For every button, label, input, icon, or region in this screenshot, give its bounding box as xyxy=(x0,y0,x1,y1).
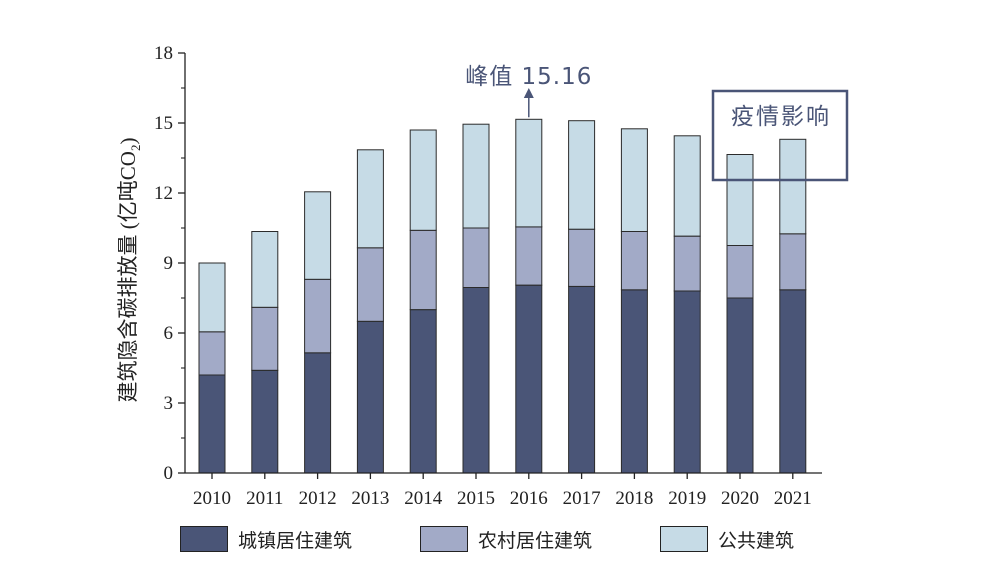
bar-segment-2017-s2 xyxy=(568,120,596,230)
bar-segment-2011-s1 xyxy=(251,306,279,371)
x-tick-label-2011: 2011 xyxy=(246,488,283,509)
bar-segment-2014-s1 xyxy=(409,229,437,311)
covid-impact-frame xyxy=(711,89,849,182)
x-tick-label-2015: 2015 xyxy=(457,488,495,509)
bar-segment-2013-s0 xyxy=(356,320,384,474)
bar-segment-2014-s2 xyxy=(409,129,437,231)
bar-segment-2019-s0 xyxy=(673,290,701,474)
bar-segment-2016-s2 xyxy=(515,118,543,228)
legend-label-urban: 城镇居住建筑 xyxy=(238,529,353,552)
y-tick-label: 18 xyxy=(154,43,173,64)
y-axis-label-main: 建筑隐含碳排放量 (亿吨CO xyxy=(116,151,140,402)
legend: 城镇居住建筑 农村居住建筑 公共建筑 xyxy=(180,522,840,556)
bar-segment-2012-s0 xyxy=(304,352,332,474)
bar-segment-2012-s1 xyxy=(304,278,332,354)
y-axis-label-subscript: 2 xyxy=(128,145,143,152)
legend-swatch-urban xyxy=(180,526,228,552)
bar-segment-2021-s1 xyxy=(779,233,807,291)
y-tick-label: 6 xyxy=(164,323,174,344)
bar-segment-2016-s0 xyxy=(515,284,543,474)
bar-segment-2019-s1 xyxy=(673,235,701,292)
bar-segment-2015-s1 xyxy=(462,227,490,288)
bar-segment-2020-s0 xyxy=(726,297,754,474)
bar-segment-2021-s0 xyxy=(779,289,807,474)
x-tick-label-2017: 2017 xyxy=(563,488,601,509)
x-tick-label-2019: 2019 xyxy=(668,488,706,509)
bar-segment-2016-s1 xyxy=(515,226,543,286)
bar-segment-2010-s0 xyxy=(198,374,226,474)
bar-segment-2019-s2 xyxy=(673,135,701,237)
bar-segment-2010-s2 xyxy=(198,262,226,333)
bar-segment-2013-s1 xyxy=(356,247,384,322)
x-tick-label-2013: 2013 xyxy=(351,488,389,509)
y-tick-label: 9 xyxy=(164,253,174,274)
bar-segment-2012-s2 xyxy=(304,191,332,280)
legend-swatch-rural xyxy=(420,526,468,552)
x-tick-label-2012: 2012 xyxy=(299,488,337,509)
peak-arrow-head xyxy=(523,88,534,98)
x-tick-label-2021: 2021 xyxy=(774,488,812,509)
bar-segment-2021-s2 xyxy=(779,138,807,235)
annotations-group: 峰值 15.16 疫情影响 xyxy=(465,64,849,182)
legend-item-rural: 农村居住建筑 xyxy=(420,522,592,556)
bar-segment-2018-s1 xyxy=(620,231,648,291)
y-axis-label-close: ) xyxy=(116,138,140,145)
bar-segment-2020-s1 xyxy=(726,245,754,299)
bar-segment-2011-s2 xyxy=(251,231,279,308)
legend-label-public: 公共建筑 xyxy=(718,529,795,552)
y-axis-label: 建筑隐含碳排放量 (亿吨CO2) xyxy=(116,138,143,403)
legend-label-rural: 农村居住建筑 xyxy=(478,529,593,552)
bar-segment-2010-s1 xyxy=(198,331,226,376)
bar-segment-2015-s2 xyxy=(462,123,490,229)
bar-segment-2018-s2 xyxy=(620,128,648,232)
bars-group xyxy=(198,118,807,474)
x-tick-label-2014: 2014 xyxy=(404,488,443,509)
x-tick-label-2020: 2020 xyxy=(721,488,759,509)
legend-item-public: 公共建筑 xyxy=(660,522,794,556)
bar-segment-2020-s2 xyxy=(726,154,754,246)
legend-item-urban: 城镇居住建筑 xyxy=(180,522,352,556)
bar-segment-2011-s0 xyxy=(251,369,279,474)
y-tick-label: 0 xyxy=(164,463,174,484)
axes-group: 0 3 6 9 12 15 18 2010 2011 2012 2013 2014 2015 2016 20… xyxy=(154,43,822,509)
y-tick-label: 12 xyxy=(154,183,173,204)
bar-segment-2017-s0 xyxy=(568,285,596,474)
bar-segment-2013-s2 xyxy=(356,149,384,249)
x-tick-label-2018: 2018 xyxy=(615,488,653,509)
covid-impact-annotation: 疫情影响 xyxy=(731,104,831,130)
bar-segment-2018-s0 xyxy=(620,289,648,474)
bar-segment-2014-s0 xyxy=(409,309,437,474)
y-tick-label: 15 xyxy=(154,113,173,134)
peak-annotation: 峰值 15.16 xyxy=(465,64,592,90)
bar-segment-2017-s1 xyxy=(568,228,596,287)
x-tick-label-2016: 2016 xyxy=(510,488,548,509)
bar-segment-2015-s0 xyxy=(462,287,490,474)
y-tick-label: 3 xyxy=(164,393,174,414)
x-tick-label-2010: 2010 xyxy=(193,488,231,509)
legend-swatch-public xyxy=(660,526,708,552)
